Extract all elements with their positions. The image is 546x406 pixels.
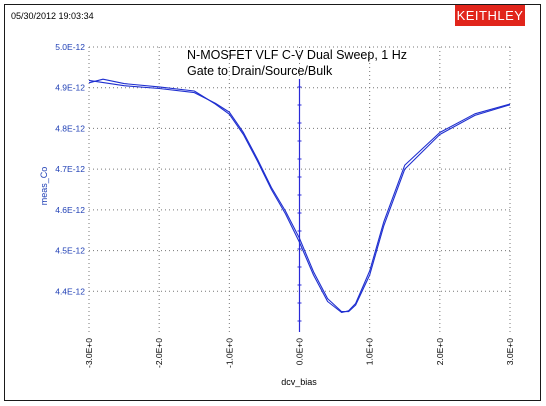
x-tick-label: 1.0E+0 [365, 338, 375, 365]
y-tick-label: 4.7E-12 [55, 164, 85, 174]
brand-logo-bg [455, 5, 525, 26]
x-tick-label: 0.0E+0 [295, 338, 305, 365]
chart-ticks: -3.0E+0 -2.0E+0 -1.0E+0 0.0E+0 1.0E+0 2.0E+0 3… [55, 42, 515, 368]
y-tick-label: 5.0E-12 [55, 42, 85, 52]
y-tick-label: 4.9E-12 [55, 83, 85, 93]
chart-svg: 05/30/2012 19:03:34 KEITHLEY -3.0E+0 -2.0… [11, 5, 525, 387]
y-tick-label: 4.4E-12 [55, 286, 85, 296]
series-forward-sweep [88, 78, 511, 314]
chart-subtitle: Gate to Drain/Source/Bulk [187, 64, 333, 78]
chart-frame: 05/30/2012 19:03:34 KEITHLEY -3.0E+0 -2.0… [4, 4, 541, 401]
x-tick-label: -3.0E+0 [84, 338, 94, 368]
y-tick-label: 4.5E-12 [55, 246, 85, 256]
x-tick-label: -1.0E+0 [224, 338, 234, 368]
x-tick-label: 2.0E+0 [435, 338, 445, 365]
x-tick-label: -2.0E+0 [154, 338, 164, 368]
chart-title: N-MOSFET VLF C-V Dual Sweep, 1 Hz [187, 48, 407, 62]
y-tick-label: 4.8E-12 [55, 123, 85, 133]
brand-logo: KEITHLEY [457, 8, 524, 23]
x-tick-label: 3.0E+0 [505, 338, 515, 365]
vertical-marker [297, 79, 302, 332]
y-axis-label: meas_Co [39, 167, 49, 206]
chart-series [88, 78, 511, 314]
timestamp: 05/30/2012 19:03:34 [11, 11, 94, 21]
x-axis-label: dcv_bias [281, 377, 317, 387]
y-tick-label: 4.6E-12 [55, 205, 85, 215]
series-reverse-sweep [88, 79, 511, 313]
